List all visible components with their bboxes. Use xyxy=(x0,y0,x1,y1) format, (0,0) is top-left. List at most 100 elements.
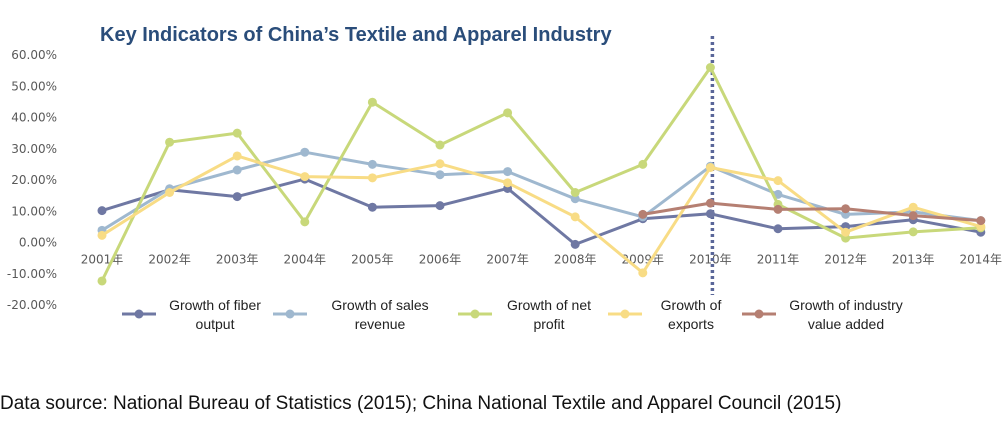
legend-label-line: Growth of fiber xyxy=(169,297,261,313)
data-point xyxy=(97,230,107,240)
legend-marker xyxy=(285,309,295,319)
legend-marker xyxy=(134,309,144,319)
data-point xyxy=(232,165,242,175)
data-source-note: Data source: National Bureau of Statisti… xyxy=(0,393,842,414)
x-axis: 2001年 2002年 2003年 2004年 2005年 2006年 2007年 2008年… xyxy=(81,253,1002,267)
data-point xyxy=(300,217,310,227)
x-tick-label: 2010年 xyxy=(689,253,732,267)
y-tick-label: 0.00% xyxy=(19,236,57,250)
legend-item: Growth of exports xyxy=(608,297,721,332)
data-point xyxy=(773,204,783,214)
data-point xyxy=(435,201,445,211)
data-point xyxy=(638,209,648,219)
data-point xyxy=(232,192,242,202)
data-point xyxy=(705,163,715,172)
data-point xyxy=(705,198,715,208)
legend-label-line: Growth of net xyxy=(507,297,591,313)
legend-label: Growth of net profit xyxy=(507,297,591,332)
data-point xyxy=(367,173,377,183)
legend-item: Growth of fiber output xyxy=(122,297,261,332)
data-point xyxy=(503,167,513,177)
data-point xyxy=(232,128,242,138)
y-tick-label: 10.00% xyxy=(11,204,57,218)
legend-label-line: output xyxy=(196,316,235,332)
y-tick-label: 30.00% xyxy=(11,142,57,156)
series-line xyxy=(101,150,981,232)
legend: Growth of fiber output Growth of sales reve… xyxy=(122,297,903,332)
data-point xyxy=(300,147,310,157)
data-point xyxy=(773,176,783,186)
y-tick-label: 40.00% xyxy=(11,111,57,125)
x-tick-label: 2008年 xyxy=(554,253,597,267)
line-chart: Key Indicators of China’s Textile and Ap… xyxy=(7,24,1002,332)
data-point xyxy=(570,239,580,249)
data-point xyxy=(165,188,175,197)
legend-marker xyxy=(470,309,480,319)
data-point xyxy=(165,137,175,147)
chart-title: Key Indicators of China’s Textile and Ap… xyxy=(100,24,612,46)
legend-label: Growth of exports xyxy=(661,297,722,332)
y-tick-label: -20.00% xyxy=(7,298,57,312)
legend-marker xyxy=(620,309,630,319)
data-point xyxy=(705,63,715,72)
legend-label-line: Growth of xyxy=(661,297,722,313)
x-tick-label: 2001年 xyxy=(81,253,124,267)
legend-label-line: profit xyxy=(533,316,564,332)
data-point xyxy=(232,151,242,161)
legend-label-line: Growth of industry xyxy=(789,297,903,313)
x-tick-label: 2011年 xyxy=(757,253,800,267)
legend-item: Growth of sales revenue xyxy=(273,297,429,332)
legend-label: Growth of sales revenue xyxy=(331,297,428,332)
x-tick-label: 2002年 xyxy=(148,253,191,267)
data-point xyxy=(367,202,377,212)
y-tick-label: -10.00% xyxy=(7,267,57,281)
legend-marker xyxy=(754,309,764,319)
data-point xyxy=(976,216,986,226)
data-point xyxy=(638,268,648,278)
data-point xyxy=(570,212,580,222)
x-tick-label: 2005年 xyxy=(351,253,394,267)
data-point xyxy=(435,170,445,180)
y-tick-label: 60.00% xyxy=(11,48,57,62)
legend-label: Growth of fiber output xyxy=(169,297,261,332)
x-tick-label: 2004年 xyxy=(284,253,327,267)
series-line xyxy=(642,201,981,223)
data-point xyxy=(841,227,851,237)
legend-item: Growth of industry value added xyxy=(742,297,903,332)
legend-label-line: value added xyxy=(808,316,884,332)
data-point xyxy=(638,159,648,169)
y-tick-label: 50.00% xyxy=(11,79,57,93)
series-lines xyxy=(97,63,986,286)
series-4 xyxy=(97,151,986,278)
x-tick-label: 2014年 xyxy=(960,253,1003,267)
series-line xyxy=(101,154,982,275)
legend-item: Growth of net profit xyxy=(458,297,591,332)
series-line xyxy=(101,177,982,246)
data-point xyxy=(705,209,715,219)
data-point xyxy=(570,188,580,197)
y-axis: 60.00% 50.00% 40.00% 30.00% 20.00% 10.00% 0.00… xyxy=(7,48,57,312)
data-point xyxy=(570,194,580,204)
x-tick-label: 2007年 xyxy=(486,253,529,267)
data-point xyxy=(435,140,445,150)
data-point xyxy=(908,227,918,237)
x-tick-label: 2013年 xyxy=(892,253,935,267)
data-point xyxy=(503,108,513,118)
data-point xyxy=(908,211,918,221)
data-point xyxy=(503,178,513,188)
data-point xyxy=(841,204,851,214)
data-point xyxy=(773,224,783,234)
x-tick-label: 2012年 xyxy=(824,253,867,267)
legend-label-line: exports xyxy=(668,316,714,332)
data-point xyxy=(435,159,445,169)
data-point xyxy=(300,172,310,182)
data-point xyxy=(908,202,918,212)
legend-label-line: revenue xyxy=(355,316,406,332)
legend-label: Growth of industry value added xyxy=(789,297,903,332)
series-5 xyxy=(638,198,986,226)
y-tick-label: 20.00% xyxy=(11,173,57,187)
legend-label-line: Growth of sales xyxy=(331,297,428,313)
data-point xyxy=(367,159,377,169)
x-tick-label: 2003年 xyxy=(216,253,259,267)
series-line xyxy=(100,66,981,282)
